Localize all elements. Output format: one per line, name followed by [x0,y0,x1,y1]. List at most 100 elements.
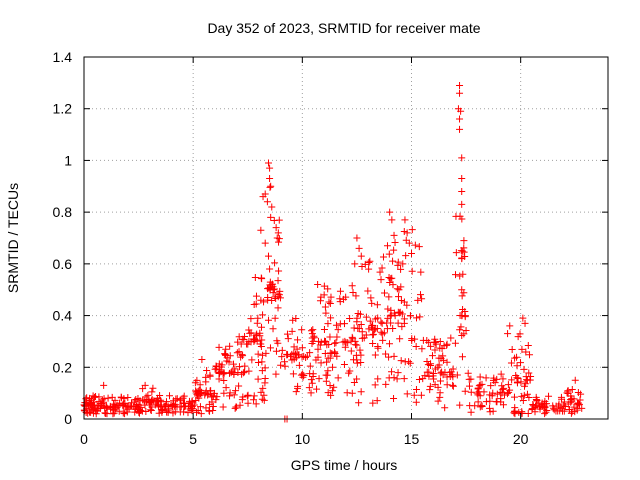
data-point [330,383,338,391]
data-point [456,115,464,123]
chart-title: Day 352 of 2023, SRMTID for receiver mat… [207,20,480,36]
data-point [371,381,379,389]
data-point [353,375,361,383]
data-point [151,401,159,409]
data-point [292,388,300,396]
data-point [324,320,332,328]
data-point [315,375,323,383]
data-point [452,271,460,279]
data-point [364,287,372,295]
data-point [520,365,528,373]
data-point [467,388,475,396]
data-point [378,330,386,338]
data-point [412,314,420,322]
data-point [458,187,466,195]
data-point [299,370,307,378]
data-point [322,309,330,317]
data-point [266,344,274,352]
data-point [249,335,257,343]
data-point [430,338,438,346]
data-point [252,292,260,300]
data-point [371,351,379,359]
data-point [265,284,273,292]
data-point [124,394,132,402]
data-point [384,305,392,313]
data-point [349,288,357,296]
data-point [256,332,264,340]
data-point [329,363,337,371]
data-point [555,400,563,408]
data-point [397,297,405,305]
data-point [365,265,373,273]
data-point [96,404,104,412]
data-point [538,400,546,408]
data-point [458,292,466,300]
data-point [306,349,314,357]
data-point [173,403,181,411]
y-tick-label: 1.2 [53,101,73,117]
data-point [336,295,344,303]
data-point [458,255,466,263]
data-point [147,406,155,414]
data-point [489,407,497,415]
data-point [223,357,231,365]
data-point [324,367,332,375]
data-point [456,272,464,280]
data-point [185,397,193,405]
data-point [235,382,243,390]
data-point [355,244,363,252]
data-point [321,303,329,311]
data-point [119,401,127,409]
data-point [236,401,244,409]
data-point [542,400,550,408]
data-point [260,396,268,404]
data-point [400,298,408,306]
data-point [398,310,406,318]
data-point [289,316,297,324]
data-point [567,398,575,406]
data-point [353,356,361,364]
data-point [259,351,267,359]
data-point [474,384,482,392]
data-point [213,363,221,371]
data-point [233,403,241,411]
data-point [380,289,388,297]
data-point [220,389,228,397]
data-point [394,293,402,301]
data-point [202,404,210,412]
data-point [436,393,444,401]
data-point [431,381,439,389]
data-point [336,287,344,295]
data-point [549,402,557,410]
data-point [252,400,260,408]
data-point [531,408,539,416]
data-point [403,229,411,237]
data-point [220,369,228,377]
data-point [390,231,398,239]
data-point [320,282,328,290]
data-point [369,399,377,407]
data-point [341,343,349,351]
data-point [248,356,256,364]
data-point [328,387,336,395]
data-point [203,367,211,375]
data-point [385,340,393,348]
data-point [322,377,330,385]
data-point [423,357,431,365]
data-point [253,330,261,338]
data-point [206,407,214,415]
data-point [386,208,394,216]
data-point [443,341,451,349]
data-point [306,370,314,378]
data-point [109,410,117,418]
data-point [266,175,274,183]
data-point [276,287,284,295]
data-point [367,294,375,302]
data-point [408,336,416,344]
data-point [198,356,206,364]
data-point [456,81,464,89]
data-point [273,234,281,242]
data-point [518,345,526,353]
data-point [456,125,464,133]
data-point [500,391,508,399]
